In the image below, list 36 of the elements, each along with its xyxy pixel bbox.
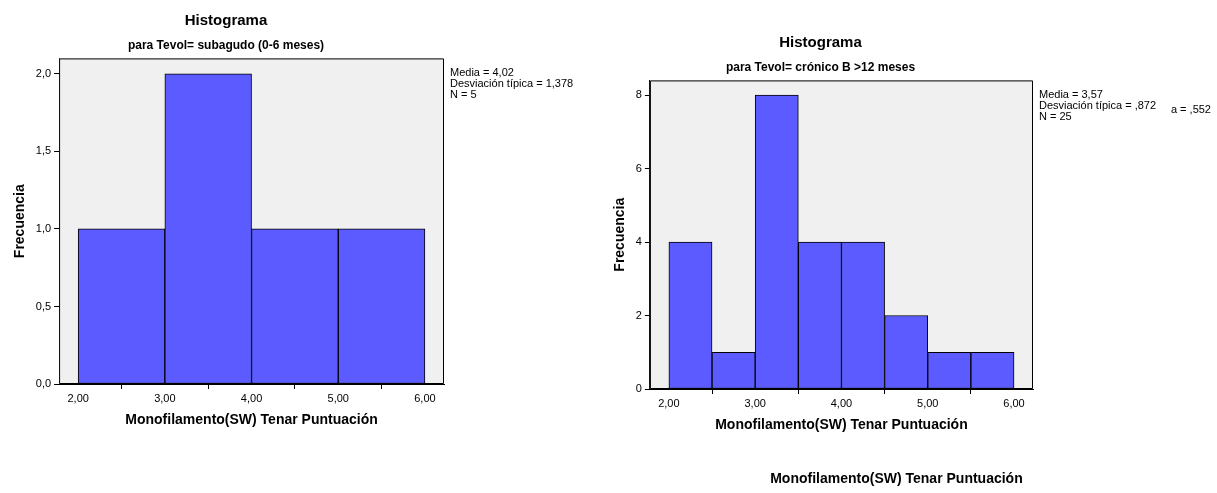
y-axis-title: Frecuencia bbox=[11, 184, 28, 259]
x-tick-label: 2,00 bbox=[658, 396, 680, 409]
x-axis-title: Monofilamento(SW) Tenar Puntuación bbox=[125, 411, 378, 428]
x-tick-label: 4,00 bbox=[240, 391, 263, 404]
text: Media = 4,02 bbox=[450, 66, 514, 79]
text: N = 25 bbox=[1039, 110, 1072, 123]
y-axis-title: Frecuencia bbox=[611, 197, 628, 272]
x-tick-label: 3,00 bbox=[744, 396, 766, 409]
chart-title: Histograma bbox=[184, 11, 268, 29]
x-tick-label: 6,00 bbox=[1003, 396, 1025, 409]
text: Desviación típica = ,872 bbox=[1039, 99, 1157, 112]
y-tick-label: 1,5 bbox=[35, 144, 52, 157]
text: Monofilamento(SW) Tenar Puntuación bbox=[770, 470, 1023, 486]
y-tick-label: 2 bbox=[635, 308, 642, 321]
y-tick-label: 0,5 bbox=[35, 299, 52, 312]
x-tick-label: 5,00 bbox=[917, 396, 939, 409]
y-tick-label: 2,0 bbox=[35, 66, 52, 79]
text: N = 5 bbox=[450, 88, 477, 101]
y-tick-label: 0,0 bbox=[35, 377, 52, 390]
y-tick-label: 4 bbox=[635, 235, 642, 248]
text: a = ,552 bbox=[1170, 103, 1211, 116]
chart-subtitle: para Tevol= crónico B >12 meses bbox=[725, 59, 916, 74]
chart-subtitle: para Tevol= subagudo (0-6 meses) bbox=[127, 37, 325, 52]
chart-title: Histograma bbox=[779, 33, 863, 51]
x-tick-label: 5,00 bbox=[327, 391, 349, 404]
y-tick-label: 0 bbox=[635, 382, 642, 395]
text: Desviación típica = 1,378 bbox=[450, 77, 574, 90]
x-tick-label: 4,00 bbox=[830, 396, 853, 409]
y-tick-label: 8 bbox=[635, 88, 642, 101]
y-tick-label: 1,0 bbox=[35, 221, 52, 234]
y-tick-label: 6 bbox=[635, 161, 642, 174]
x-axis-title: Monofilamento(SW) Tenar Puntuación bbox=[715, 416, 968, 433]
x-tick-label: 3,00 bbox=[154, 391, 176, 404]
x-tick-label: 2,00 bbox=[67, 391, 89, 404]
x-tick-label: 6,00 bbox=[414, 391, 436, 404]
text: Media = 3,57 bbox=[1039, 88, 1103, 101]
